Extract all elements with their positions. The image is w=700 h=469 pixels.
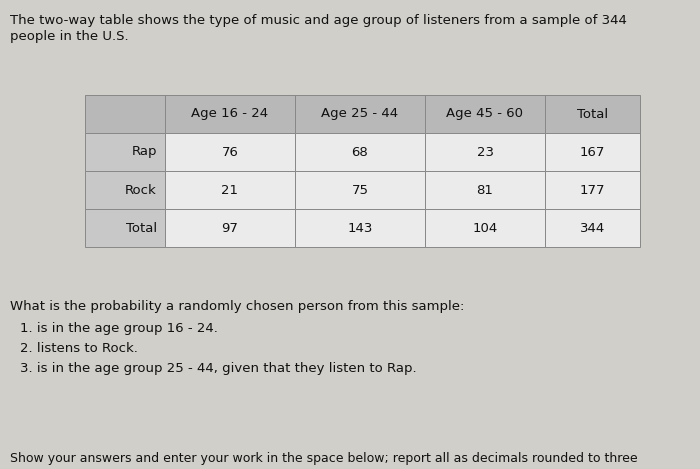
Bar (545, 209, 640, 247)
Text: 1. is in the age group 16 - 24.: 1. is in the age group 16 - 24. (20, 322, 218, 335)
Text: 104: 104 (473, 221, 498, 234)
Text: Age 45 - 60: Age 45 - 60 (447, 107, 524, 121)
Text: 2. listens to Rock.: 2. listens to Rock. (20, 342, 138, 355)
Text: Show your answers and enter your work in the space below; report all as decimals: Show your answers and enter your work in… (10, 452, 638, 465)
Bar (295, 95, 425, 133)
Text: 167: 167 (580, 145, 606, 159)
Bar (545, 95, 640, 133)
Text: people in the U.S.: people in the U.S. (10, 30, 129, 43)
Bar (295, 209, 425, 247)
Bar (165, 133, 295, 171)
Text: 23: 23 (477, 145, 494, 159)
Text: 76: 76 (222, 145, 239, 159)
Text: Total: Total (126, 221, 157, 234)
Bar (165, 171, 295, 209)
Text: Age 25 - 44: Age 25 - 44 (321, 107, 398, 121)
Bar (165, 95, 295, 133)
Text: What is the probability a randomly chosen person from this sample:: What is the probability a randomly chose… (10, 300, 464, 313)
Bar (295, 133, 425, 171)
Bar (425, 133, 545, 171)
Bar (165, 209, 295, 247)
Text: The two-way table shows the type of music and age group of listeners from a samp: The two-way table shows the type of musi… (10, 14, 627, 27)
Bar (545, 171, 640, 209)
Bar (425, 171, 545, 209)
Bar (85, 95, 165, 133)
Bar (295, 171, 425, 209)
Text: Rock: Rock (125, 183, 157, 197)
Text: 177: 177 (580, 183, 606, 197)
Text: 68: 68 (351, 145, 368, 159)
Bar (85, 133, 165, 171)
Text: Rap: Rap (132, 145, 157, 159)
Text: 3. is in the age group 25 - 44, given that they listen to Rap.: 3. is in the age group 25 - 44, given th… (20, 362, 416, 375)
Text: 81: 81 (477, 183, 494, 197)
Text: 344: 344 (580, 221, 605, 234)
Text: 143: 143 (347, 221, 372, 234)
Text: 21: 21 (221, 183, 239, 197)
Text: Total: Total (577, 107, 608, 121)
Bar (545, 133, 640, 171)
Text: 97: 97 (222, 221, 239, 234)
Text: 75: 75 (351, 183, 368, 197)
Text: Age 16 - 24: Age 16 - 24 (191, 107, 269, 121)
Bar (85, 209, 165, 247)
Bar (425, 95, 545, 133)
Bar (85, 171, 165, 209)
Bar (425, 209, 545, 247)
